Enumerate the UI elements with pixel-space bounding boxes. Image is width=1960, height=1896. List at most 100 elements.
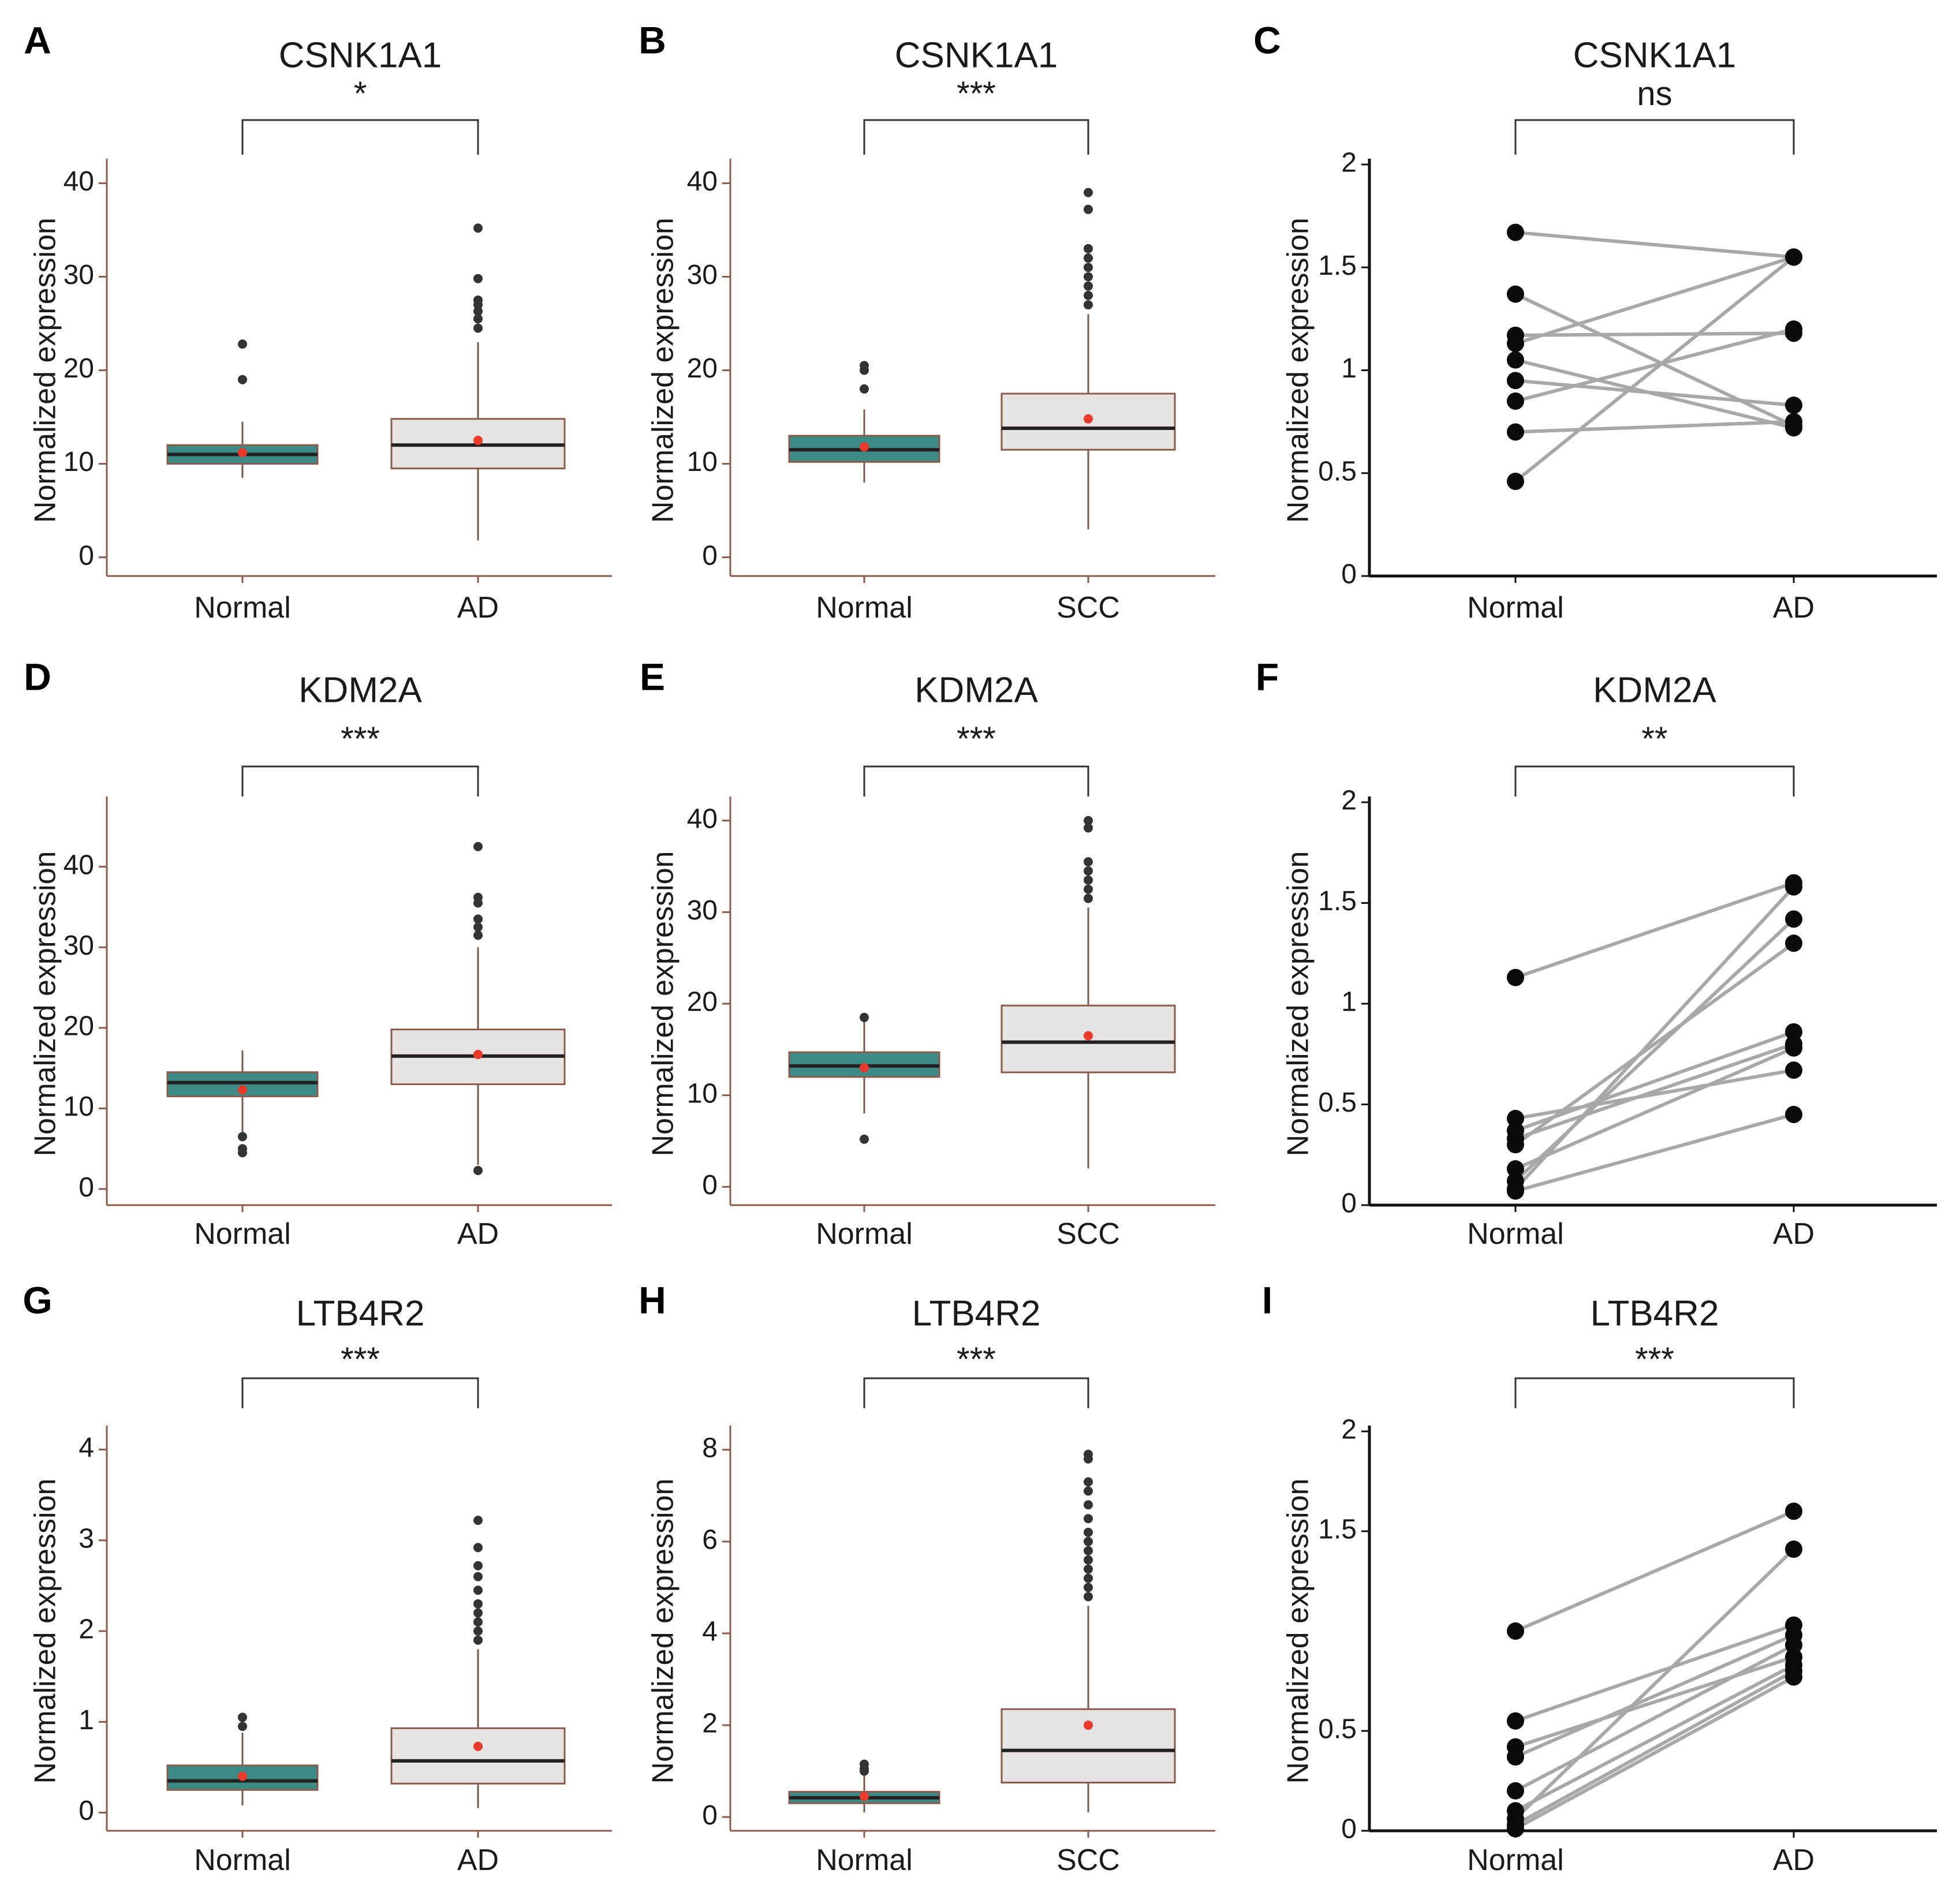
outlier-point bbox=[238, 1712, 247, 1722]
x-tick-label: SCC bbox=[1056, 1843, 1120, 1877]
paired-point-tumor bbox=[1785, 878, 1802, 896]
significance-label: *** bbox=[341, 720, 380, 758]
y-tick-label: 6 bbox=[702, 1525, 718, 1555]
y-tick-label: 4 bbox=[702, 1617, 718, 1647]
paired-point-tumor bbox=[1785, 1540, 1802, 1558]
significance-label: * bbox=[354, 75, 367, 113]
outlier-point bbox=[473, 1165, 483, 1175]
y-tick-label: 2 bbox=[1341, 148, 1357, 178]
y-axis-label: Normalized expression bbox=[29, 851, 62, 1157]
y-tick-label: 40 bbox=[687, 166, 718, 197]
significance-label: ** bbox=[1641, 720, 1667, 758]
paired-point-normal bbox=[1507, 473, 1524, 491]
mean-point bbox=[860, 1792, 869, 1801]
paired-point-normal bbox=[1507, 372, 1524, 390]
mean-point bbox=[473, 436, 483, 446]
x-tick-label: Normal bbox=[194, 1843, 291, 1877]
paired-line bbox=[1514, 256, 1795, 483]
mean-point bbox=[238, 1771, 247, 1781]
paired-point-normal bbox=[1507, 1782, 1524, 1800]
outlier-point bbox=[473, 1561, 483, 1570]
paired-point-tumor bbox=[1785, 397, 1802, 414]
paired-point-normal bbox=[1507, 423, 1524, 441]
box-scc bbox=[1000, 1449, 1176, 1813]
outlier-point bbox=[1084, 1500, 1093, 1510]
panel-letter: H bbox=[639, 1278, 666, 1321]
paired-line bbox=[1514, 1547, 1795, 1820]
box-ad bbox=[390, 223, 566, 541]
chart-title: CSNK1A1 bbox=[895, 35, 1058, 75]
outlier-point bbox=[473, 323, 483, 333]
panel-letter: F bbox=[1256, 655, 1279, 698]
outlier-point bbox=[860, 361, 869, 371]
paired-line bbox=[1514, 1675, 1795, 1831]
chart-title: KDM2A bbox=[1593, 670, 1716, 710]
outlier-point bbox=[1084, 884, 1093, 894]
box-normal bbox=[166, 1050, 319, 1158]
x-tick-label: AD bbox=[457, 1217, 499, 1251]
chart-title: LTB4R2 bbox=[1591, 1293, 1719, 1333]
outlier-point bbox=[1084, 1477, 1093, 1487]
outlier-point bbox=[473, 295, 483, 305]
y-tick-label: 3 bbox=[79, 1523, 94, 1554]
box-scc bbox=[1000, 816, 1176, 1169]
outlier-point bbox=[1084, 263, 1093, 272]
y-axis-label: Normalized expression bbox=[29, 1479, 62, 1784]
significance-bracket bbox=[1514, 1377, 1795, 1408]
outlier-point bbox=[1084, 253, 1093, 263]
outlier-point bbox=[1084, 823, 1093, 833]
paired-line bbox=[1515, 255, 1794, 346]
outlier-point bbox=[473, 914, 483, 924]
box-ad bbox=[390, 1516, 566, 1808]
y-tick-label: 30 bbox=[64, 260, 94, 290]
mean-point bbox=[1084, 414, 1093, 424]
paired-line bbox=[1514, 1669, 1795, 1827]
paired-line bbox=[1515, 1042, 1794, 1140]
x-tick-label: Normal bbox=[816, 1843, 913, 1877]
panel-letter: E bbox=[640, 655, 665, 698]
y-tick-label: 10 bbox=[64, 1091, 94, 1122]
outlier-point bbox=[1084, 1573, 1093, 1583]
paired-line bbox=[1515, 379, 1794, 407]
paired-point-normal bbox=[1507, 1748, 1524, 1766]
box-normal bbox=[166, 339, 319, 478]
mean-point bbox=[238, 1085, 247, 1095]
outlier-point bbox=[473, 306, 483, 316]
y-tick-label: 0 bbox=[702, 1170, 718, 1201]
mean-point bbox=[238, 448, 247, 458]
box-normal bbox=[788, 361, 940, 483]
significance-label: *** bbox=[1635, 1341, 1674, 1378]
paired-point-tumor bbox=[1785, 1105, 1802, 1123]
outlier-point bbox=[473, 1635, 483, 1645]
outlier-point bbox=[473, 1585, 483, 1595]
outlier-point bbox=[1084, 1564, 1093, 1574]
y-axis-label: Normalized expression bbox=[1282, 1479, 1315, 1784]
x-tick-label: AD bbox=[1773, 1217, 1815, 1251]
chart-title: KDM2A bbox=[914, 670, 1038, 710]
box-normal bbox=[788, 1759, 940, 1813]
y-tick-label: 40 bbox=[64, 850, 94, 880]
paired-point-normal bbox=[1507, 1820, 1524, 1838]
panel-h: H LTB4R2 *** 0 2 4 6 8 Normalized expression Norm… bbox=[639, 1278, 1215, 1877]
outlier-point bbox=[1084, 1555, 1093, 1565]
paired-line bbox=[1515, 1655, 1794, 1749]
paired-point-normal bbox=[1507, 1136, 1524, 1154]
mean-point bbox=[1084, 1721, 1093, 1730]
outlier-point bbox=[860, 1134, 869, 1144]
significance-label: *** bbox=[341, 1341, 380, 1378]
mean-point bbox=[1084, 1031, 1093, 1041]
significance-bracket bbox=[1514, 765, 1795, 796]
outlier-point bbox=[1084, 866, 1093, 876]
panel-letter: G bbox=[23, 1278, 52, 1321]
paired-point-tumor bbox=[1785, 1668, 1802, 1686]
mean-point bbox=[860, 442, 869, 452]
y-tick-label: 30 bbox=[687, 260, 718, 290]
paired-point-normal bbox=[1507, 968, 1524, 986]
y-axis-label: Normalized expression bbox=[647, 218, 680, 523]
x-tick-label: Normal bbox=[1467, 1217, 1564, 1251]
outlier-point bbox=[238, 1144, 247, 1154]
y-axis-label: Normalized expression bbox=[647, 1479, 680, 1784]
